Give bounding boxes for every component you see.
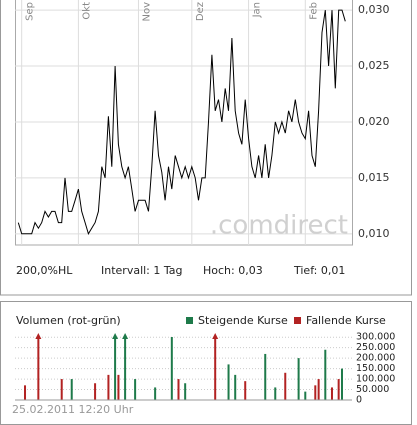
volume-bar xyxy=(177,379,180,400)
y-tick-label: 300.000 xyxy=(356,332,395,343)
overflow-arrow xyxy=(122,333,129,339)
x-tick-label: Okt xyxy=(81,2,92,20)
volume-bar xyxy=(134,379,137,400)
volume-bar xyxy=(107,374,110,400)
volume-bar xyxy=(284,372,287,400)
legend-swatch xyxy=(186,317,193,324)
overflow-arrow xyxy=(212,333,219,339)
volume-bar xyxy=(24,385,27,400)
watermark: .comdirect xyxy=(210,211,348,241)
volume-bar xyxy=(317,379,320,400)
y-tick-label: 150.000 xyxy=(356,363,395,374)
overflow-arrow xyxy=(35,333,42,339)
x-tick-label: Dez xyxy=(195,2,206,21)
volume-bar xyxy=(114,337,117,400)
legend-label: Fallende Kurse xyxy=(306,314,386,327)
y-tick-label: 0,030 xyxy=(358,3,390,16)
volume-bar xyxy=(314,385,317,400)
y-tick-label: 200.000 xyxy=(356,353,395,364)
x-tick-label: Feb xyxy=(308,2,319,20)
volume-bar xyxy=(227,364,230,400)
volume-bar xyxy=(340,368,343,400)
legend-label: Steigende Kurse xyxy=(198,314,288,327)
volume-bar xyxy=(330,387,333,400)
volume-bar xyxy=(297,358,300,400)
footer-text: Intervall: 1 Tag xyxy=(101,264,183,277)
y-tick-label: 250.000 xyxy=(356,342,395,353)
chart-title: Volumen (rot-grün) xyxy=(16,314,121,327)
volume-bar xyxy=(117,374,120,400)
volume-bar xyxy=(94,383,97,400)
y-tick-label: 100.000 xyxy=(356,374,395,385)
volume-bar xyxy=(274,387,277,400)
volume-bar xyxy=(154,387,157,400)
volume-bar xyxy=(337,379,340,400)
volume-bar xyxy=(60,379,63,400)
y-tick-label: 0,020 xyxy=(358,115,390,128)
x-tick-label: Sep xyxy=(25,2,36,21)
y-tick-label: 50.000 xyxy=(356,384,389,395)
footer-text: 200,0%HL xyxy=(16,264,73,277)
timestamp: 25.02.2011 12:20 Uhr xyxy=(12,403,134,416)
price-line xyxy=(17,9,346,236)
volume-bar xyxy=(70,379,73,400)
volume-bar xyxy=(304,391,307,400)
x-tick-label: Nov xyxy=(141,2,152,22)
y-tick-label: 0,015 xyxy=(358,171,390,184)
volume-bar xyxy=(37,337,40,400)
legend-swatch xyxy=(294,317,301,324)
volume-bar xyxy=(184,383,187,400)
price-panel xyxy=(0,0,412,296)
footer-text: Tief: 0,01 xyxy=(293,264,345,277)
footer-text: Hoch: 0,03 xyxy=(203,264,263,277)
volume-bar xyxy=(264,353,267,400)
y-tick-label: 0 xyxy=(356,395,362,406)
volume-bar xyxy=(234,374,237,400)
volume-bar xyxy=(244,381,247,400)
y-tick-label: 0,010 xyxy=(358,227,390,240)
volume-bar xyxy=(124,337,127,400)
volume-bar xyxy=(214,337,217,400)
volume-bar xyxy=(170,337,173,400)
overflow-arrow xyxy=(112,333,119,339)
x-tick-label: Jan xyxy=(252,2,263,18)
y-tick-label: 0,025 xyxy=(358,59,390,72)
volume-bar xyxy=(324,349,327,400)
price-plot-frame xyxy=(15,0,353,246)
